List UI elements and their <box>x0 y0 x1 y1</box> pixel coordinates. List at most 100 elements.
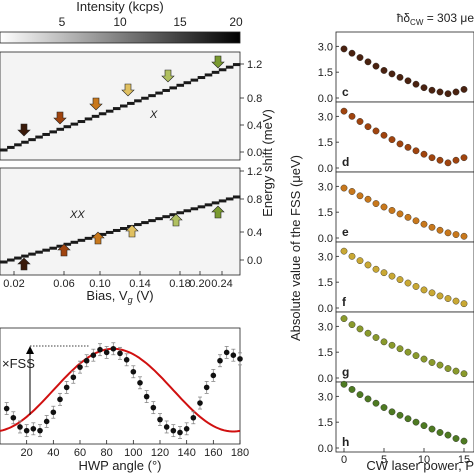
y-tick-label: 0.4 <box>247 120 262 132</box>
data-point <box>412 418 420 426</box>
y-tick-label: 1.5 <box>318 417 333 429</box>
map-segment <box>162 88 170 92</box>
map-segment <box>225 197 234 201</box>
data-point <box>396 73 404 81</box>
data-point <box>428 223 436 231</box>
data-point <box>340 247 348 255</box>
data-point <box>372 200 380 207</box>
map-segment <box>141 96 149 100</box>
data-point <box>412 217 420 225</box>
arrows-xx <box>17 205 225 271</box>
y-tick-label: 3.0 <box>318 251 333 263</box>
arrow-marker <box>125 224 139 238</box>
x-tick-label: 100 <box>124 447 142 459</box>
data-point <box>380 338 388 346</box>
map-segment <box>105 230 114 234</box>
map-segment <box>70 122 79 126</box>
map-segment <box>218 68 227 72</box>
data-point <box>404 143 412 151</box>
y-tick-label: 3.0 <box>318 111 333 123</box>
data-point <box>436 226 444 234</box>
x-tick-label: 0.20 <box>189 278 210 290</box>
map-segment <box>56 244 65 248</box>
arrow-marker <box>91 231 105 245</box>
map-segment <box>84 117 93 121</box>
data-point <box>364 123 372 131</box>
fss-panel <box>0 327 241 445</box>
data-point <box>356 192 364 200</box>
map-segment <box>7 145 15 149</box>
panel-letter: h <box>342 435 349 449</box>
map-segment <box>35 250 43 254</box>
data-point <box>404 77 412 85</box>
map-segment <box>49 130 57 134</box>
map-segment <box>120 104 128 108</box>
data-point <box>3 405 10 412</box>
map-segment <box>28 138 36 142</box>
map-segment <box>148 94 156 98</box>
arrow-marker <box>121 83 135 97</box>
xlabel-power: CW laser power, P <box>366 458 474 473</box>
map-segment <box>0 148 8 152</box>
data-point <box>110 345 117 352</box>
arrow-marker <box>161 69 175 83</box>
map-segment <box>176 83 185 87</box>
y-tick-label: 0.8 <box>247 194 262 206</box>
data-point <box>130 368 137 375</box>
data-point <box>420 422 428 430</box>
data-point <box>420 286 428 294</box>
data-point <box>364 261 372 269</box>
arrow-marker <box>17 257 31 271</box>
data-point <box>388 408 396 416</box>
data-point <box>97 346 103 353</box>
y-tick-label: 0.4 <box>247 227 262 239</box>
colorbar-tick-label: 5 <box>59 15 66 29</box>
fss-plot <box>0 342 243 439</box>
data-point <box>23 427 30 434</box>
data-point <box>412 80 420 88</box>
x-tick-label: 40 <box>47 447 59 459</box>
map-segment <box>127 101 135 105</box>
data-point <box>452 88 460 96</box>
data-point <box>170 427 177 434</box>
map-xx-line <box>0 195 241 264</box>
data-point <box>340 184 348 192</box>
data-point <box>203 384 210 391</box>
x-tick-label: 20 <box>21 447 33 459</box>
data-point <box>137 380 143 386</box>
data-point <box>380 67 388 74</box>
map-segment <box>211 201 220 205</box>
data-point <box>444 90 452 98</box>
map-segment <box>63 125 72 129</box>
map-segment <box>56 127 65 131</box>
label-x: X <box>149 109 158 121</box>
colorbar-ticks: 5 10 15 20 <box>59 15 243 35</box>
map-segment <box>63 242 72 246</box>
data-point <box>103 349 110 356</box>
data-point <box>364 195 372 203</box>
map-segment <box>70 240 79 244</box>
yticks-top: 0.0 0.4 0.8 1.2 <box>240 59 262 159</box>
data-point <box>380 404 388 411</box>
map-segment <box>211 70 220 74</box>
map-segment <box>162 215 170 219</box>
data-point <box>460 300 468 308</box>
colorbar-title: Intensity (kcps) <box>76 0 163 14</box>
data-point <box>444 431 452 439</box>
data-point <box>217 357 223 364</box>
map-segment <box>204 73 213 77</box>
data-point <box>428 425 436 433</box>
arrow-marker <box>57 243 71 257</box>
x-tick-label: 0.18 <box>169 278 190 290</box>
map-segment <box>42 248 50 252</box>
data-point <box>404 415 412 423</box>
map-segment <box>84 236 93 240</box>
right-subpanel <box>335 241 474 313</box>
map-segment <box>232 195 241 199</box>
ylabel-energy: Energy shift (meV) <box>260 109 275 217</box>
data-point <box>428 154 436 162</box>
map-segment <box>0 260 8 264</box>
data-point <box>237 356 243 362</box>
data-point <box>356 391 364 399</box>
